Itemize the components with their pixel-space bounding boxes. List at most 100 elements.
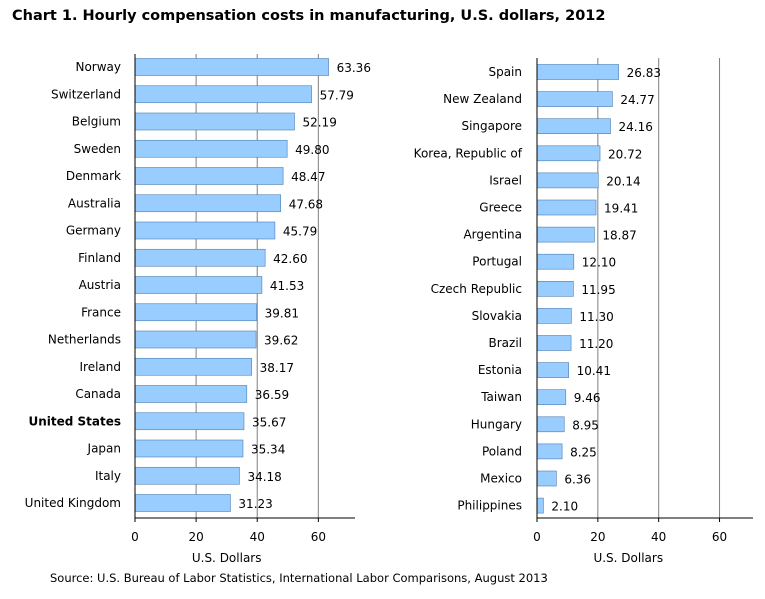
x-axis-title: U.S. Dollars: [593, 551, 663, 565]
bar: [536, 280, 574, 297]
category-label: Sweden: [74, 142, 121, 156]
value-label: 63.36: [337, 61, 371, 75]
category-label: Finland: [78, 251, 121, 265]
category-label: Japan: [87, 442, 121, 456]
category-label: Hungary: [471, 417, 522, 431]
bar: [536, 91, 613, 107]
category-label: Mexico: [480, 472, 522, 486]
category-label: Belgium: [72, 115, 121, 129]
bar: [536, 362, 569, 378]
bar: [536, 470, 557, 487]
x-tick-label: 60: [311, 530, 326, 544]
value-label: 39.81: [265, 306, 299, 320]
value-label: 11.20: [579, 337, 613, 351]
category-label: Philippines: [457, 499, 522, 513]
value-label: 26.83: [627, 66, 661, 80]
x-axis-title: U.S. Dollars: [192, 551, 262, 565]
value-label: 10.41: [577, 364, 611, 378]
bar: [536, 308, 572, 324]
category-label: Estonia: [478, 363, 522, 377]
x-tick-label: 0: [131, 530, 139, 544]
value-label: 11.30: [579, 310, 613, 324]
bar: [134, 303, 257, 322]
value-label: 45.79: [283, 225, 317, 239]
bar: [536, 199, 597, 216]
chart-title: Chart 1. Hourly compensation costs in ma…: [12, 8, 606, 24]
bar: [134, 494, 231, 512]
value-label: 34.18: [247, 470, 281, 484]
bar: [134, 276, 263, 294]
value-label: 48.47: [291, 170, 325, 184]
value-label: 24.77: [620, 93, 654, 107]
value-label: 6.36: [564, 473, 591, 487]
category-label: Slovakia: [472, 309, 522, 323]
value-label: 36.59: [255, 388, 289, 402]
x-tick-label: 20: [590, 530, 605, 544]
bar: [536, 253, 575, 270]
source-note: Source: U.S. Bureau of Labor Statistics,…: [50, 571, 548, 585]
left-panel: Norway 63.36 Switzerland 57.79 Belgium 52.19 S…: [25, 54, 371, 565]
bar: [134, 466, 240, 485]
value-label: 20.14: [606, 174, 640, 188]
category-label: Netherlands: [48, 333, 121, 347]
value-label: 35.67: [252, 415, 286, 429]
bar: [134, 58, 329, 76]
bar: [134, 194, 281, 213]
bar: [536, 416, 565, 433]
value-label: 52.19: [302, 116, 336, 130]
bar: [536, 335, 572, 351]
category-label: Australia: [68, 196, 121, 210]
category-label: New Zealand: [443, 92, 522, 106]
value-label: 24.16: [619, 120, 653, 134]
category-label: Spain: [488, 65, 522, 79]
bar: [134, 439, 244, 458]
right-panel: Spain 26.83 New Zealand 24.77 Singapore 24.16…: [414, 58, 753, 565]
bar: [536, 497, 544, 514]
bar: [134, 385, 248, 403]
value-label: 9.46: [574, 391, 601, 405]
category-label: United States: [28, 414, 121, 428]
category-label: Poland: [482, 444, 522, 458]
category-label: Brazil: [489, 336, 523, 350]
bar: [134, 221, 276, 240]
value-label: 57.79: [320, 88, 354, 102]
value-label: 39.62: [264, 334, 298, 348]
category-label: Greece: [479, 201, 522, 215]
value-label: 42.60: [273, 252, 307, 266]
category-label: Israel: [489, 173, 522, 187]
value-label: 47.68: [289, 197, 323, 211]
category-label: Denmark: [66, 169, 121, 183]
bar: [134, 357, 252, 376]
bar: [134, 412, 245, 431]
category-label: Ireland: [79, 360, 121, 374]
bar: [536, 172, 599, 189]
bar: [134, 139, 288, 158]
category-label: France: [81, 305, 121, 319]
value-label: 12.10: [582, 256, 616, 270]
bar: [536, 389, 567, 406]
category-label: Argentina: [463, 228, 522, 242]
category-label: Korea, Republic of: [414, 146, 523, 160]
bar: [134, 248, 266, 267]
value-label: 18.87: [602, 229, 636, 243]
bar: [134, 330, 257, 349]
category-label: United Kingdom: [25, 496, 121, 510]
value-label: 38.17: [260, 361, 294, 375]
value-label: 19.41: [604, 202, 638, 216]
x-tick-label: 60: [712, 530, 727, 544]
bar: [134, 112, 295, 131]
category-label: Norway: [75, 60, 121, 74]
bar: [536, 118, 611, 134]
value-label: 2.10: [551, 500, 578, 514]
x-tick-label: 40: [250, 530, 265, 544]
category-label: Canada: [75, 387, 121, 401]
value-label: 8.95: [572, 418, 599, 432]
category-label: Italy: [95, 469, 121, 483]
bar: [536, 226, 595, 243]
value-label: 35.34: [251, 443, 285, 457]
category-label: Czech Republic: [431, 282, 522, 296]
value-label: 20.72: [608, 147, 642, 161]
category-label: Germany: [66, 224, 121, 238]
value-label: 49.80: [295, 143, 329, 157]
